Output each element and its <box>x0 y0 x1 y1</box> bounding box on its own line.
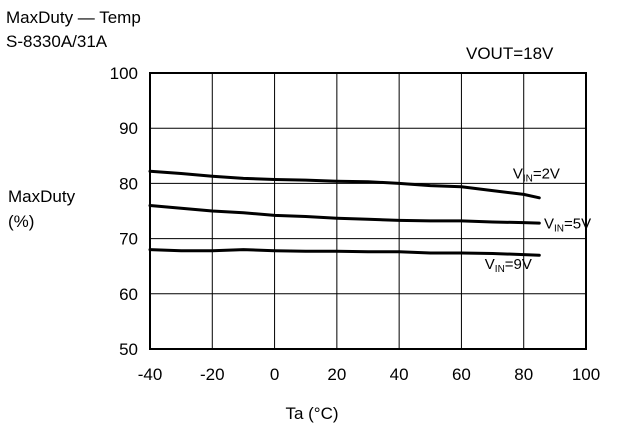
series-label-subscript: IN <box>554 224 564 235</box>
x-tick-label: 80 <box>514 365 533 384</box>
series-label-value: =2V <box>533 165 560 182</box>
series-label-1: VIN=2V <box>513 165 560 184</box>
x-tick-label: -40 <box>138 365 163 384</box>
y-tick-label: 90 <box>119 119 138 138</box>
y-tick-label: 80 <box>119 174 138 193</box>
series-label-2: VIN=5V <box>544 216 591 235</box>
y-tick-label: 70 <box>119 230 138 249</box>
x-tick-label: 20 <box>327 365 346 384</box>
tick-labels: -40 -20 0 20 40 60 80 100 50 60 70 80 90 100 <box>110 64 601 384</box>
chart-title: MaxDuty — Temp <box>6 8 141 27</box>
x-axis-label: Ta (°C) <box>285 404 339 423</box>
series-label-v: V <box>485 256 495 273</box>
y-tick-label: 50 <box>119 340 138 359</box>
x-tick-label: 60 <box>452 365 471 384</box>
y-tick-label: 100 <box>110 64 138 83</box>
y-axis-label: MaxDuty (%) <box>8 187 75 232</box>
x-tick-label: 0 <box>270 365 279 384</box>
series-line-2 <box>148 204 541 225</box>
y-tick-label: 60 <box>119 285 138 304</box>
x-tick-label: -20 <box>200 365 225 384</box>
series-label-3: VIN=9V <box>485 256 532 275</box>
x-tick-label: 100 <box>572 365 600 384</box>
series-label-v: V <box>544 216 554 233</box>
series-label-subscript: IN <box>523 173 533 184</box>
x-tick-label: 40 <box>390 365 409 384</box>
series-line-3 <box>148 248 541 257</box>
series-label-subscript: IN <box>495 264 505 275</box>
y-axis-label-line-1: MaxDuty <box>8 187 76 206</box>
series-line-1 <box>148 169 541 200</box>
series-lines <box>148 169 541 257</box>
grid-layer <box>150 73 586 349</box>
series-label-value: =5V <box>564 216 591 233</box>
condition-annotation: VOUT=18V <box>466 44 554 63</box>
plot-frame <box>149 72 587 350</box>
y-axis-label-line-2: (%) <box>8 212 35 231</box>
series-label-v: V <box>513 165 523 182</box>
series-label-value: =9V <box>505 256 532 273</box>
chart-subtitle: S-8330A/31A <box>6 32 108 51</box>
